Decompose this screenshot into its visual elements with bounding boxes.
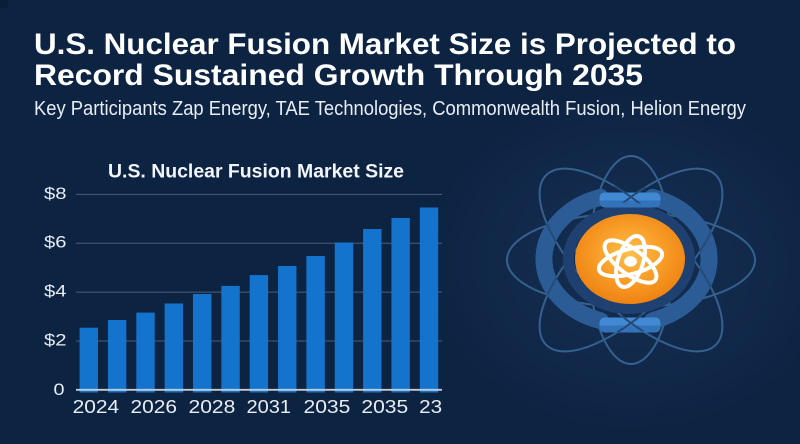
svg-text:U.S. Nuclear Fusion Market Siz: U.S. Nuclear Fusion Market Size is Proje…	[34, 28, 736, 61]
svg-text:$8: $8	[44, 184, 67, 203]
svg-text:$4: $4	[44, 282, 67, 301]
svg-text:2026: 2026	[131, 397, 178, 417]
svg-text:$6: $6	[44, 233, 67, 252]
svg-text:2031: 2031	[247, 397, 292, 417]
svg-text:2035: 2035	[361, 397, 408, 417]
svg-text:2035: 2035	[304, 397, 351, 417]
svg-text:$2: $2	[44, 330, 67, 349]
svg-text:Key Participants Zap Energy, T: Key Participants Zap Energy, TAE Technol…	[34, 97, 747, 120]
svg-text:23: 23	[419, 397, 442, 417]
svg-text:2024: 2024	[73, 397, 120, 417]
svg-text:Record Sustained Growth Throug: Record Sustained Growth Through 2035	[34, 59, 643, 92]
svg-text:U.S. Nuclear Fusion Market Siz: U.S. Nuclear Fusion Market Size	[108, 161, 404, 183]
svg-text:0: 0	[54, 380, 65, 399]
svg-text:2028: 2028	[189, 397, 236, 417]
